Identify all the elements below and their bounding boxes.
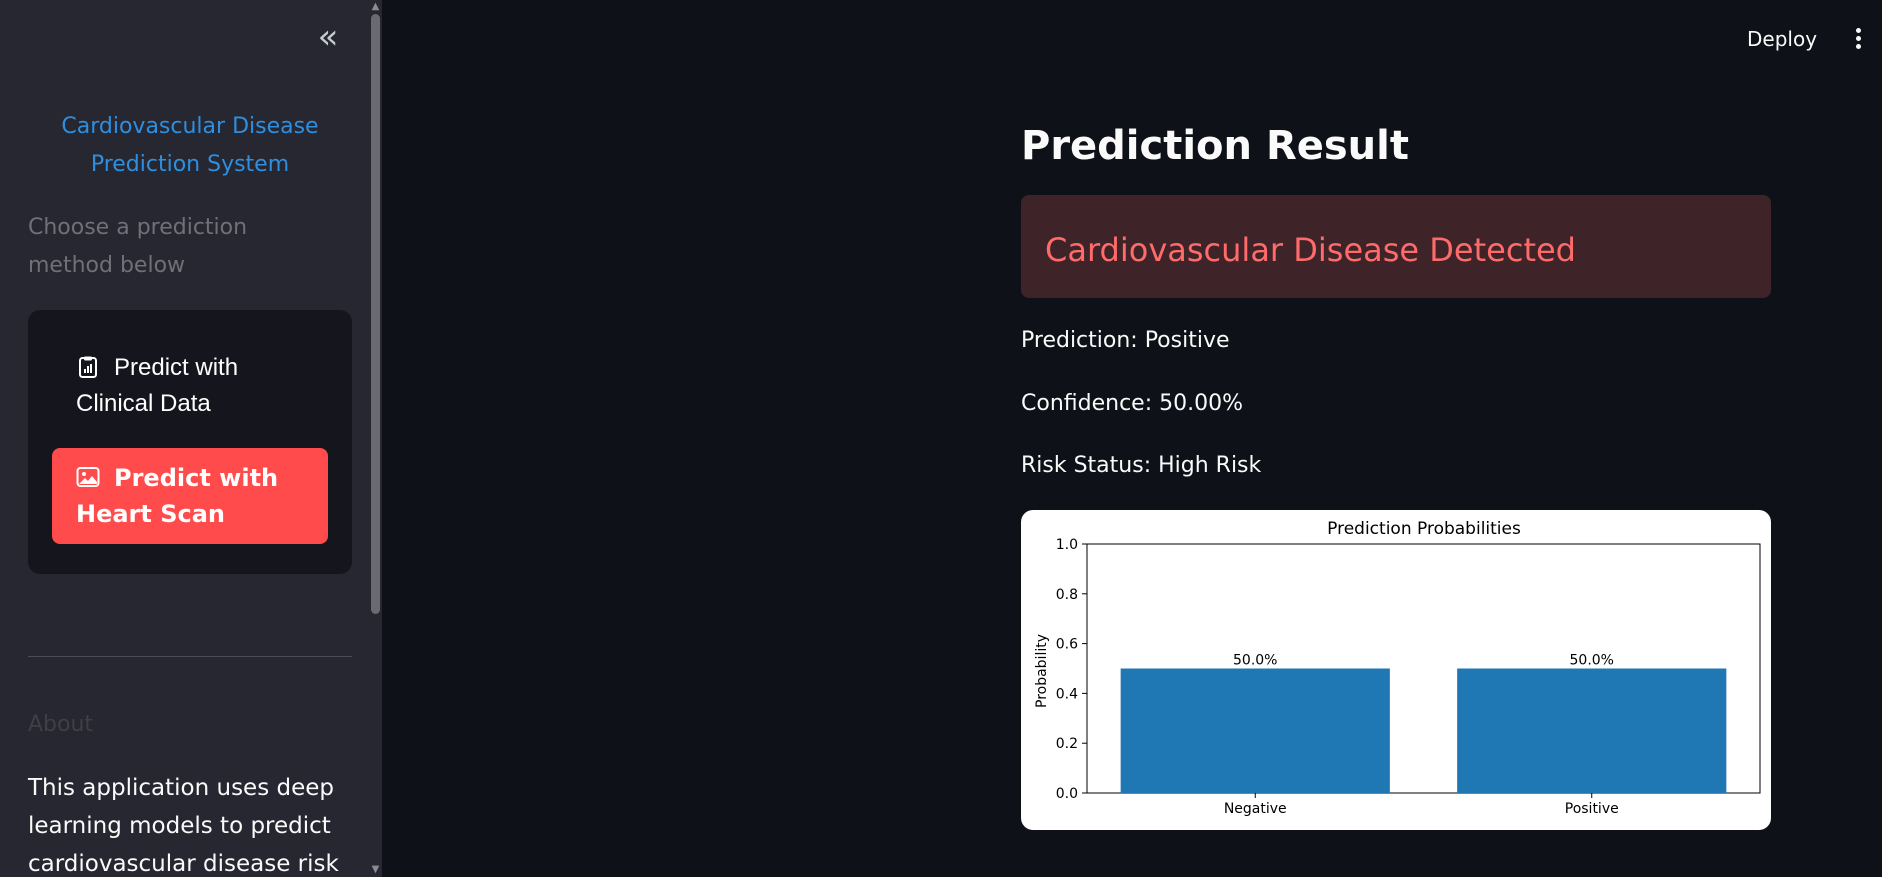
risk-status-text: Risk Status: High Risk [1021, 453, 1262, 478]
menu-item-clinical-data[interactable]: Predict with Clinical Data [52, 350, 328, 424]
probability-chart: Prediction Probabilities Probability 0.0… [1021, 510, 1771, 830]
chart-y-axis-label: Probability [1034, 634, 1050, 708]
chart-svg: Prediction Probabilities Probability 0.0… [1034, 519, 1761, 817]
sidebar-subtitle: Choose a prediction method below [28, 215, 248, 278]
y-tick-label: 0.6 [1056, 637, 1078, 653]
sidebar: « Cardiovascular Disease Prediction Syst… [0, 0, 382, 877]
x-tick-label: Positive [1565, 801, 1619, 817]
menu-item-heart-scan[interactable]: Predict with Heart Scan [52, 448, 328, 544]
collapse-sidebar-button[interactable]: « [312, 20, 344, 54]
scroll-down-arrow-icon[interactable]: ▼ [371, 864, 380, 875]
scroll-up-arrow-icon[interactable]: ▲ [371, 1, 380, 12]
confidence-text: Confidence: 50.00% [1021, 391, 1243, 416]
about-heading: About [28, 712, 94, 737]
y-tick-label: 0.0 [1056, 786, 1078, 802]
sidebar-scrollbar-thumb[interactable] [371, 14, 380, 614]
prediction-text: Prediction: Positive [1021, 328, 1230, 353]
y-tick-label: 0.8 [1056, 587, 1078, 603]
y-tick-label: 0.4 [1056, 686, 1078, 702]
alert-message: Cardiovascular Disease Detected [1045, 231, 1576, 269]
chart-plot-frame [1086, 543, 1761, 794]
sidebar-divider [28, 656, 352, 657]
menu-item-label: Predict with Heart Scan [76, 464, 279, 528]
double-chevron-left-icon: « [317, 17, 339, 57]
clipboard-chart-icon [79, 356, 97, 378]
bar-data-label: 50.0% [1570, 653, 1614, 669]
bar-negative [1120, 668, 1390, 793]
page-title: Prediction Result [1021, 123, 1409, 169]
about-text: This application uses deep learning mode… [28, 775, 339, 877]
chart-title: Prediction Probabilities [1327, 519, 1521, 539]
image-icon [76, 467, 100, 487]
kebab-menu-icon[interactable] [1850, 26, 1866, 52]
error-alert: Cardiovascular Disease Detected [1021, 195, 1771, 298]
y-tick-label: 0.2 [1056, 736, 1078, 752]
prediction-method-menu: Predict with Clinical Data Predict with … [28, 310, 352, 574]
bar-positive [1457, 668, 1727, 793]
y-tick-label: 1.0 [1056, 537, 1078, 553]
sidebar-title: Cardiovascular Disease Prediction System [61, 114, 319, 177]
deploy-button[interactable]: Deploy [1747, 27, 1818, 51]
menu-item-label: Predict with Clinical Data [76, 354, 239, 417]
bar-data-label: 50.0% [1233, 653, 1277, 669]
x-tick-label: Negative [1224, 801, 1287, 817]
